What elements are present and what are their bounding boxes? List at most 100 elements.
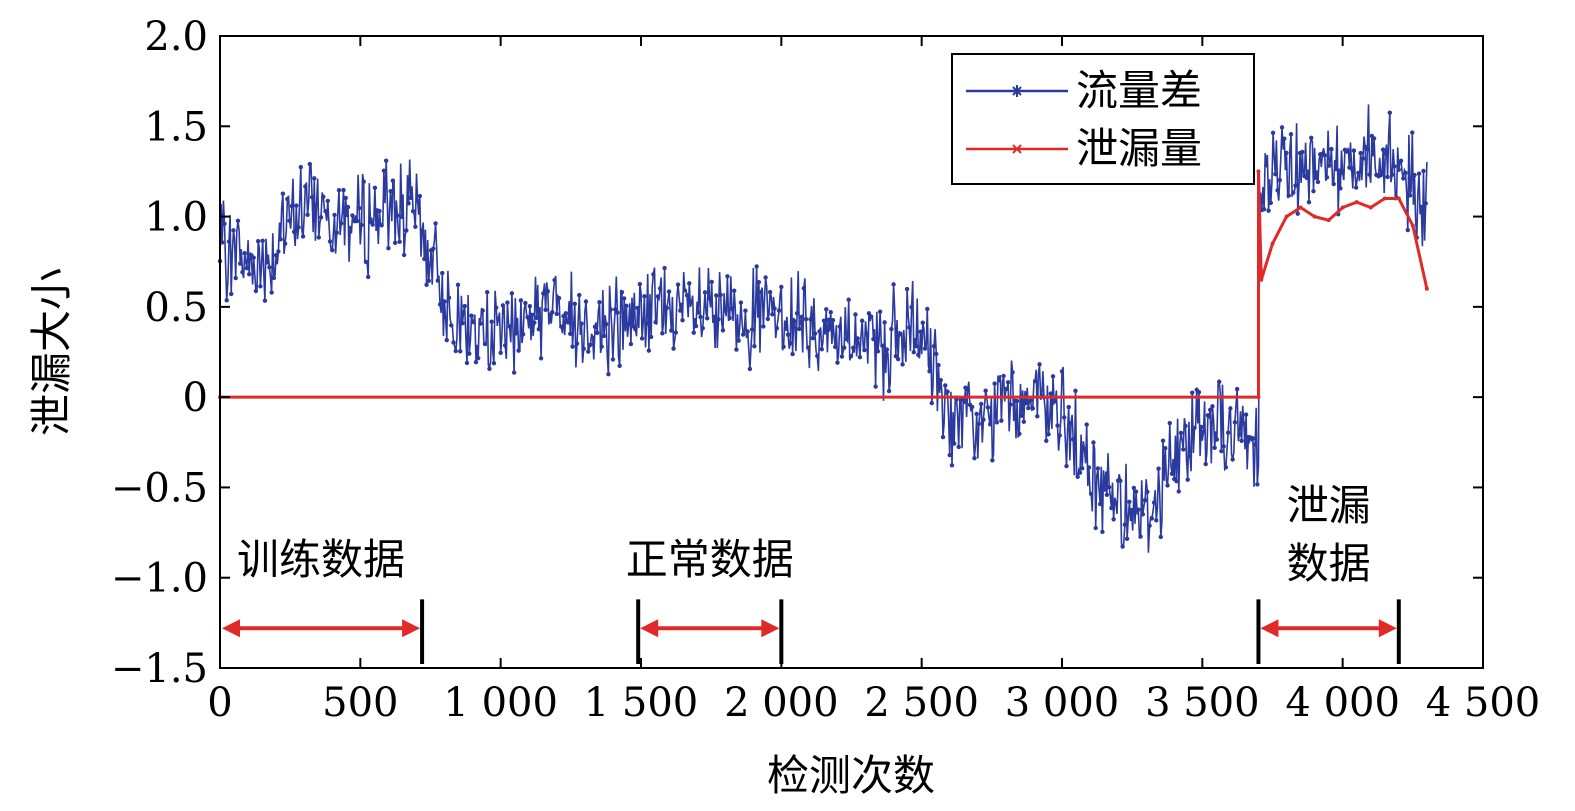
range-arrow-head-left <box>640 619 659 638</box>
flow-diff-point <box>595 330 600 335</box>
flow-diff-point <box>615 310 620 315</box>
flow-diff-point <box>462 303 467 309</box>
flow-diff-point <box>514 331 519 336</box>
flow-diff-point <box>525 315 530 320</box>
flow-diff-point <box>1005 380 1011 385</box>
flow-diff-point <box>862 347 867 353</box>
flow-diff-point <box>1315 179 1321 185</box>
flow-diff-point <box>976 421 982 427</box>
flow-diff-point <box>1268 200 1274 206</box>
flow-diff-point <box>1243 412 1249 417</box>
flow-diff-point <box>718 292 723 298</box>
flow-diff-point <box>934 351 939 357</box>
flow-diff-point <box>1266 208 1271 213</box>
flow-diff-point <box>1412 172 1417 178</box>
flow-diff-point <box>480 308 485 313</box>
flow-diff-point <box>1219 448 1224 454</box>
flow-diff-point <box>554 311 559 317</box>
flow-diff-point <box>570 344 575 349</box>
flow-diff-point <box>651 272 656 277</box>
flow-diff-point <box>1055 423 1060 428</box>
flow-diff-point <box>1001 373 1006 379</box>
flow-diff-point <box>855 336 860 341</box>
flow-diff-point <box>808 317 813 322</box>
flow-diff-point <box>426 278 432 284</box>
flow-diff-point <box>1331 181 1336 187</box>
flow-diff-point <box>931 343 937 349</box>
flow-diff-point <box>673 330 679 335</box>
flow-diff-point <box>444 337 449 343</box>
flow-diff-point <box>246 271 252 277</box>
flow-diff-point <box>327 239 333 244</box>
flow-diff-point <box>857 354 863 360</box>
flow-diff-point <box>1199 424 1204 430</box>
flow-diff-point <box>1423 201 1428 206</box>
flow-diff-point <box>1014 398 1020 404</box>
flow-diff-point <box>754 264 759 269</box>
flow-diff-point <box>1190 390 1195 395</box>
flow-diff-point <box>743 308 748 313</box>
flow-diff-point <box>590 335 595 341</box>
flow-diff-point <box>1282 136 1287 141</box>
flow-diff-point <box>231 228 236 233</box>
flow-diff-point <box>357 205 362 211</box>
flow-diff-point <box>1293 183 1298 188</box>
flow-diff-point <box>1383 151 1388 156</box>
flow-diff-point <box>824 307 829 312</box>
flow-diff-point <box>1360 156 1366 161</box>
flow-diff-point <box>336 187 342 193</box>
flow-diff-point <box>1102 487 1107 492</box>
flow-diff-point <box>527 303 533 309</box>
flow-diff-point <box>1035 414 1040 419</box>
y-tick-label: 1.5 <box>144 104 208 150</box>
range-arrow-head-right <box>761 619 780 638</box>
flow-diff-point <box>1008 402 1013 407</box>
flow-diff-point <box>1392 164 1397 169</box>
flow-diff-point <box>830 318 836 323</box>
legend-label: 泄漏量 <box>1076 124 1202 173</box>
flow-diff-point <box>491 360 497 366</box>
flow-diff-point <box>985 405 991 410</box>
flow-diff-point <box>669 328 674 333</box>
flow-diff-point <box>1338 186 1343 191</box>
flow-diff-point <box>907 325 912 330</box>
flow-diff-point <box>606 372 611 377</box>
flow-diff-point <box>565 320 571 325</box>
flow-diff-point <box>314 202 319 208</box>
flow-diff-point <box>282 241 288 246</box>
flow-diff-point <box>251 255 256 260</box>
flow-diff-point <box>435 278 440 283</box>
flow-diff-point <box>642 294 647 299</box>
flow-diff-point <box>1255 482 1260 487</box>
flow-diff-point <box>779 284 784 290</box>
flow-diff-point <box>846 297 851 302</box>
flow-diff-point <box>458 349 463 354</box>
flow-diff-point <box>330 247 335 253</box>
flow-diff-point <box>850 345 856 350</box>
flow-diff-point <box>410 209 416 214</box>
flow-diff-point <box>478 321 483 326</box>
flow-diff-point <box>1351 148 1357 153</box>
flow-diff-point <box>502 343 508 348</box>
flow-diff-point <box>1147 523 1152 528</box>
x-tick-label: 4 500 <box>1426 680 1541 726</box>
flow-diff-point <box>1216 379 1222 384</box>
range-label: 泄漏 <box>1287 481 1371 530</box>
flow-diff-point <box>1273 171 1278 177</box>
range-arrow-head-left <box>1260 619 1279 638</box>
flow-diff-point <box>664 305 670 311</box>
flow-diff-point <box>334 230 339 235</box>
flow-diff-point <box>709 279 714 285</box>
flow-diff-point <box>460 321 465 326</box>
x-tick-label: 4 000 <box>1285 680 1400 726</box>
flow-diff-point <box>1086 465 1092 470</box>
flow-diff-point <box>1264 163 1269 168</box>
flow-diff-point <box>817 329 822 334</box>
flow-diff-point <box>864 331 869 336</box>
flow-diff-point <box>1010 370 1015 375</box>
flow-diff-point <box>745 329 750 334</box>
flow-diff-point <box>981 417 986 422</box>
flow-diff-point <box>399 214 405 220</box>
flow-diff-point <box>624 303 629 308</box>
flow-diff-point <box>392 240 398 246</box>
